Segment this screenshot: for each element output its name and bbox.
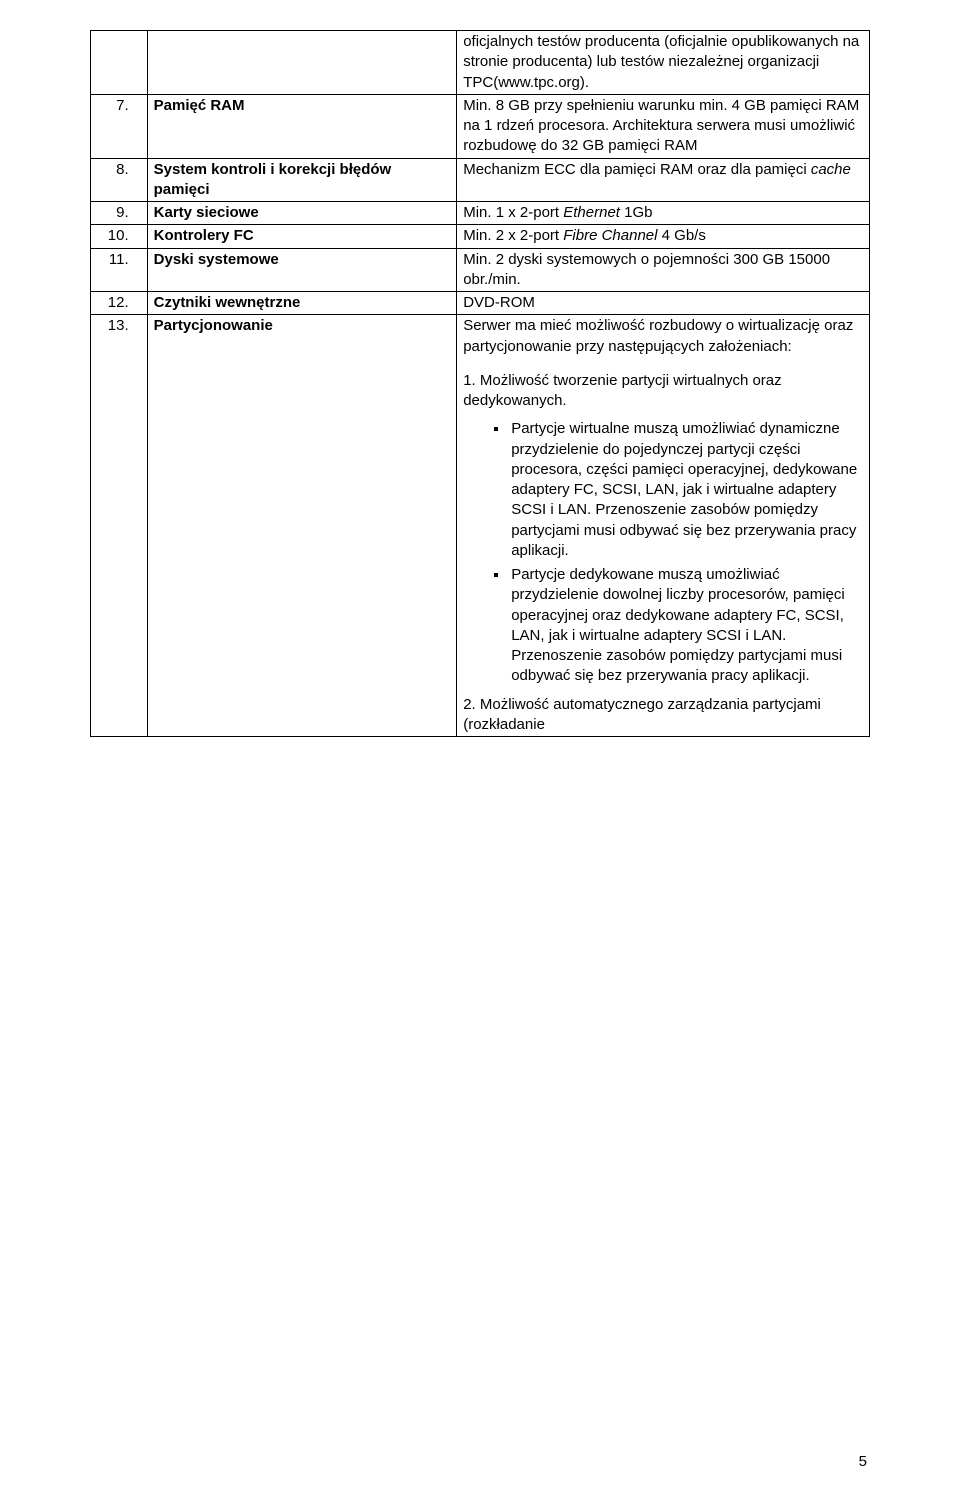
cell-num: 13. <box>91 315 148 737</box>
cell-value: Min. 2 x 2-port Fibre Channel 4 Gb/s <box>457 225 870 248</box>
text: 1. Możliwość tworzenie partycji wirtualn… <box>463 371 863 412</box>
table-row: 8. System kontroli i korekcji błędów pam… <box>91 158 870 202</box>
text: Min. 2 x 2-port <box>463 227 563 244</box>
cell-label: Dyski systemowe <box>147 248 457 292</box>
text-italic: Ethernet <box>563 204 620 221</box>
cell-value: Min. 2 dyski systemowych o pojemności 30… <box>457 248 870 292</box>
text-italic: Fibre Channel <box>563 227 657 244</box>
cell-value: Min. 1 x 2-port Ethernet 1Gb <box>457 202 870 225</box>
table-row: 11. Dyski systemowe Min. 2 dyski systemo… <box>91 248 870 292</box>
cell-value: oficjalnych testów producenta (oficjalni… <box>457 31 870 95</box>
list-item: Partycje dedykowane muszą umożliwiać prz… <box>509 565 863 687</box>
text: Serwer ma mieć możliwość rozbudowy o wir… <box>463 316 863 357</box>
cell-label <box>147 31 457 95</box>
cell-num: 8. <box>91 158 148 202</box>
table-row: 12. Czytniki wewnętrzne DVD-ROM <box>91 292 870 315</box>
cell-value: Mechanizm ECC dla pamięci RAM oraz dla p… <box>457 158 870 202</box>
cell-value: DVD-ROM <box>457 292 870 315</box>
text-italic: cache <box>811 161 851 178</box>
list-item: Partycje wirtualne muszą umożliwiać dyna… <box>509 419 863 561</box>
text: 2. Możliwość automatycznego zarządzania … <box>463 695 863 736</box>
table-row: 13. Partycjonowanie Serwer ma mieć możli… <box>91 315 870 737</box>
table-row: 9. Karty sieciowe Min. 1 x 2-port Ethern… <box>91 202 870 225</box>
table-row: 7. Pamięć RAM Min. 8 GB przy spełnieniu … <box>91 94 870 158</box>
text: 4 Gb/s <box>657 227 705 244</box>
cell-label: Pamięć RAM <box>147 94 457 158</box>
cell-label: Czytniki wewnętrzne <box>147 292 457 315</box>
table-row: oficjalnych testów producenta (oficjalni… <box>91 31 870 95</box>
text: Min. 1 x 2-port <box>463 204 563 221</box>
cell-value: Serwer ma mieć możliwość rozbudowy o wir… <box>457 315 870 737</box>
cell-num: 10. <box>91 225 148 248</box>
cell-value: Min. 8 GB przy spełnieniu warunku min. 4… <box>457 94 870 158</box>
spec-table: oficjalnych testów producenta (oficjalni… <box>90 30 870 737</box>
cell-num: 11. <box>91 248 148 292</box>
cell-num: 12. <box>91 292 148 315</box>
page: oficjalnych testów producenta (oficjalni… <box>45 0 915 1496</box>
bullet-list: Partycje wirtualne muszą umożliwiać dyna… <box>463 419 863 686</box>
cell-label: Kontrolery FC <box>147 225 457 248</box>
spacer <box>463 357 863 371</box>
cell-num: 7. <box>91 94 148 158</box>
cell-num <box>91 31 148 95</box>
cell-label: Partycjonowanie <box>147 315 457 737</box>
text: 1Gb <box>620 204 653 221</box>
text: Mechanizm ECC dla pamięci RAM oraz dla p… <box>463 161 811 178</box>
table-row: 10. Kontrolery FC Min. 2 x 2-port Fibre … <box>91 225 870 248</box>
cell-label: Karty sieciowe <box>147 202 457 225</box>
cell-label: System kontroli i korekcji błędów pamięc… <box>147 158 457 202</box>
page-number: 5 <box>859 1452 867 1472</box>
cell-num: 9. <box>91 202 148 225</box>
